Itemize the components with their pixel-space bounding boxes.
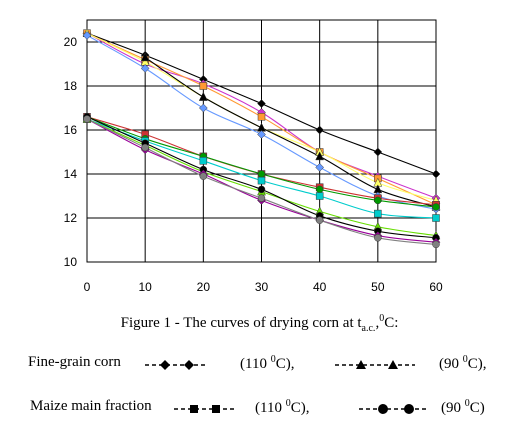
y-tick-label: 12 [64, 211, 78, 225]
caption-comma: , [375, 315, 380, 331]
temp-degree: 0 [462, 354, 468, 365]
temp-prefix: (110 [240, 356, 267, 372]
data-point-square [257, 176, 266, 185]
data-point-circle [83, 115, 91, 123]
data-point-circle [141, 143, 149, 152]
chart-grid [86, 19, 437, 263]
x-tick-label: 10 [138, 280, 152, 294]
data-point-diamond [82, 31, 92, 40]
y-tick-label: 20 [64, 35, 78, 49]
figure-caption: Figure 1 - The curves of drying corn at … [0, 313, 519, 334]
data-point-triangle [198, 91, 208, 101]
legend-symbol-square [174, 405, 234, 413]
data-point-triangle [140, 52, 150, 62]
data-point-diamond [315, 163, 325, 172]
legend-symbol-circle [359, 404, 429, 414]
data-point-square [199, 82, 208, 90]
legend-symbol-triangle [335, 360, 415, 369]
temp-prefix: (110 [255, 400, 282, 416]
temp-suffix: C) [469, 400, 485, 416]
x-tick-label: 20 [197, 280, 211, 294]
data-point-circle [315, 185, 324, 194]
data-point-square [432, 214, 440, 222]
x-tick-label: 50 [371, 280, 385, 294]
data-point-diamond [198, 103, 208, 113]
temp-degree: 0 [464, 398, 470, 409]
legend-temp-110-fine-grain: (110 0C), [240, 354, 294, 373]
data-point-square [257, 113, 266, 121]
data-point-diamond [431, 169, 441, 179]
legend-label-maize-main: Maize main fraction [30, 398, 152, 414]
data-point-diamond [257, 130, 266, 139]
data-point-diamond [373, 147, 383, 157]
data-point-circle [257, 185, 266, 194]
data-point-circle [257, 194, 266, 202]
caption-main: Figure 1 - The curves of drying corn at … [120, 315, 362, 331]
legend-temp-90-maize-main: (90 0C) [441, 398, 485, 417]
temp-degree: 0 [285, 398, 291, 409]
data-point-circle [374, 196, 382, 205]
temp-suffix: C), [467, 356, 487, 372]
legend-temp-110-maize-main: (110 0C), [255, 398, 309, 417]
temp-suffix: C), [275, 356, 295, 372]
y-tick-label: 16 [64, 123, 78, 137]
data-point-circle [432, 203, 440, 211]
data-point-circle [199, 172, 208, 180]
data-point-circle [432, 240, 440, 249]
data-point-diamond [315, 125, 325, 135]
x-tick-label: 0 [84, 280, 91, 294]
legend-label-fine-grain: Fine-grain corn [28, 354, 121, 370]
caption-unit: C: [384, 315, 399, 331]
data-point-square [374, 209, 382, 218]
temp-degree: 0 [270, 354, 276, 365]
x-tick-label: 60 [429, 280, 443, 294]
y-tick-label: 14 [64, 167, 78, 181]
data-point-circle [374, 234, 382, 242]
data-point-circle [257, 170, 266, 178]
data-point-triangle [315, 151, 325, 161]
x-axis-tick-labels: 0 10 20 30 40 50 60 [84, 280, 443, 294]
series-markers [82, 28, 441, 249]
y-tick-label: 18 [64, 79, 78, 93]
y-axis-tick-labels: 10 12 14 16 18 20 [64, 35, 78, 269]
data-point-circle [315, 216, 324, 224]
temp-suffix: C), [290, 400, 310, 416]
data-point-square [199, 157, 208, 165]
legend-temp-90-fine-grain: (90 0C), [439, 354, 487, 373]
y-tick-label: 10 [64, 255, 78, 269]
caption-subscript: a.c. [361, 323, 376, 334]
caption-superscript: 0 [379, 313, 385, 324]
data-point-diamond [140, 64, 150, 73]
data-point-square [315, 192, 324, 200]
plot-frame [86, 19, 437, 263]
data-point-diamond [257, 99, 266, 108]
legend-symbol-diamond [145, 360, 205, 370]
temp-prefix: (90 [441, 400, 461, 416]
x-tick-label: 40 [313, 280, 327, 294]
drying-curves-chart: 0 10 20 30 40 50 60 10 12 14 16 18 20 [64, 19, 443, 294]
temp-prefix: (90 [439, 356, 459, 372]
x-tick-label: 30 [255, 280, 269, 294]
